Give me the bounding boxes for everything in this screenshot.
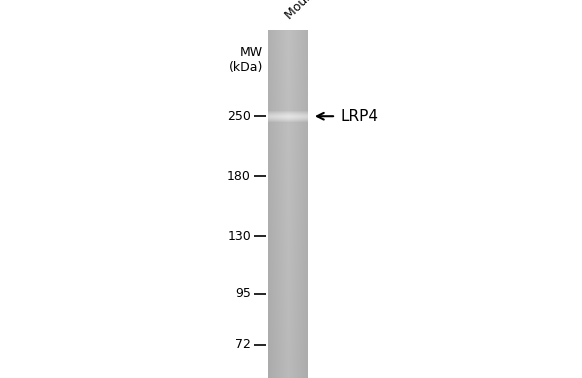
Text: MW
(kDa): MW (kDa) [229, 46, 263, 74]
Text: 95: 95 [235, 287, 251, 300]
Text: 180: 180 [227, 170, 251, 183]
Text: 250: 250 [227, 110, 251, 123]
Text: 72: 72 [235, 338, 251, 351]
Text: LRP4: LRP4 [341, 109, 379, 124]
Text: 130: 130 [227, 230, 251, 243]
Text: Mouse lung: Mouse lung [283, 0, 343, 22]
